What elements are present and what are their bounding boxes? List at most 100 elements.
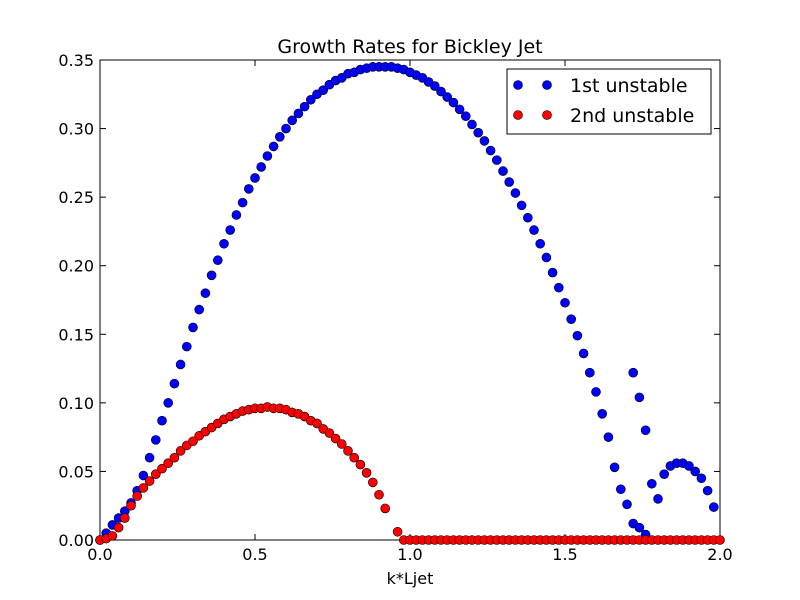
point-1st-unstable [628, 367, 639, 378]
legend-marker-2nd-unstable-b [542, 110, 552, 120]
point-1st-unstable [578, 348, 589, 359]
y-tick-label: 0.30 [58, 120, 94, 139]
y-tick-label: 0.35 [58, 51, 94, 70]
point-1st-unstable [473, 127, 484, 138]
y-tick-label: 0.05 [58, 462, 94, 481]
point-1st-unstable [553, 282, 564, 293]
x-tick-label: 1.0 [397, 545, 422, 564]
point-1st-unstable [262, 151, 273, 161]
point-1st-unstable [479, 136, 490, 146]
point-1st-unstable [151, 435, 161, 445]
point-1st-unstable [708, 502, 719, 512]
data-points-layer [95, 62, 725, 545]
point-1st-unstable [646, 478, 657, 489]
x-axis: 0.0 0.5 1.0 1.5 2.0 [87, 60, 733, 564]
legend-label-1st-unstable: 1st unstable [570, 75, 688, 97]
point-2nd-unstable [336, 439, 347, 449]
point-1st-unstable [460, 111, 471, 122]
point-2nd-unstable [144, 476, 155, 486]
point-2nd-unstable [120, 513, 130, 523]
point-2nd-unstable [151, 469, 161, 479]
point-1st-unstable [194, 304, 204, 315]
point-1st-unstable [175, 359, 186, 370]
point-1st-unstable [640, 425, 651, 436]
point-1st-unstable [454, 104, 465, 115]
x-tick-label: 0.0 [87, 545, 112, 564]
point-1st-unstable [256, 162, 267, 172]
point-1st-unstable [684, 461, 694, 471]
point-1st-unstable [609, 462, 620, 473]
point-1st-unstable [157, 415, 167, 426]
point-1st-unstable [144, 452, 155, 463]
point-2nd-unstable [392, 526, 403, 537]
legend: 1st unstable 2nd unstable [506, 68, 712, 135]
point-1st-unstable [237, 197, 248, 208]
point-2nd-unstable [380, 503, 391, 514]
point-2nd-unstable [330, 433, 341, 444]
point-1st-unstable [138, 470, 149, 481]
x-tick-label: 0.5 [242, 545, 267, 564]
point-1st-unstable [200, 288, 211, 298]
point-1st-unstable [485, 145, 496, 156]
y-tick-label: 0.25 [58, 188, 94, 207]
point-1st-unstable [516, 200, 527, 211]
point-1st-unstable [572, 330, 583, 341]
y-axis: 0.00 0.05 0.10 0.15 0.20 0.25 0.30 0.35 [58, 51, 720, 550]
point-2nd-unstable [343, 446, 353, 456]
point-1st-unstable [467, 119, 477, 130]
point-1st-unstable [442, 92, 453, 102]
point-2nd-unstable [157, 463, 167, 474]
point-1st-unstable [702, 485, 713, 496]
point-1st-unstable [244, 184, 254, 194]
point-2nd-unstable [715, 535, 725, 545]
point-2nd-unstable [169, 452, 180, 463]
point-1st-unstable [225, 225, 235, 235]
x-axis-label: k*Ljet [387, 569, 434, 588]
point-1st-unstable [163, 398, 173, 408]
point-1st-unstable [597, 409, 608, 419]
point-1st-unstable [206, 270, 217, 281]
point-1st-unstable [182, 341, 192, 352]
point-1st-unstable [293, 108, 304, 119]
point-2nd-unstable [113, 522, 124, 533]
point-1st-unstable [299, 101, 310, 112]
point-2nd-unstable [355, 459, 366, 470]
point-1st-unstable [541, 252, 552, 263]
y-tick-label: 0.10 [58, 394, 94, 413]
legend-box [506, 68, 712, 135]
point-1st-unstable [169, 378, 180, 389]
point-2nd-unstable [163, 458, 173, 469]
point-1st-unstable [529, 225, 539, 235]
point-1st-unstable [491, 155, 502, 165]
point-1st-unstable [188, 322, 198, 333]
point-2nd-unstable [107, 531, 118, 541]
point-2nd-unstable [312, 418, 322, 429]
point-1st-unstable [219, 238, 229, 249]
point-1st-unstable [659, 469, 670, 479]
point-1st-unstable [547, 267, 558, 278]
point-1st-unstable [429, 81, 440, 91]
point-1st-unstable [522, 212, 533, 223]
point-1st-unstable [615, 484, 626, 495]
point-1st-unstable [305, 94, 316, 105]
point-1st-unstable [634, 522, 645, 533]
point-2nd-unstable [132, 491, 142, 501]
point-1st-unstable [287, 115, 298, 126]
point-2nd-unstable [349, 452, 360, 463]
point-1st-unstable [274, 132, 285, 142]
chart-title: Growth Rates for Bickley Jet [277, 36, 542, 58]
y-tick-label: 0.20 [58, 257, 94, 276]
point-1st-unstable [566, 314, 577, 325]
legend-marker-1st-unstable-b [542, 80, 552, 90]
point-2nd-unstable [175, 446, 186, 456]
x-tick-label: 1.5 [552, 545, 577, 564]
point-1st-unstable [213, 255, 223, 266]
point-1st-unstable [634, 392, 645, 403]
point-2nd-unstable [361, 467, 372, 478]
legend-marker-1st-unstable-a [513, 80, 523, 90]
point-1st-unstable [690, 466, 701, 477]
point-1st-unstable [448, 97, 459, 108]
point-1st-unstable [250, 173, 260, 183]
y-tick-label: 0.15 [58, 325, 94, 344]
